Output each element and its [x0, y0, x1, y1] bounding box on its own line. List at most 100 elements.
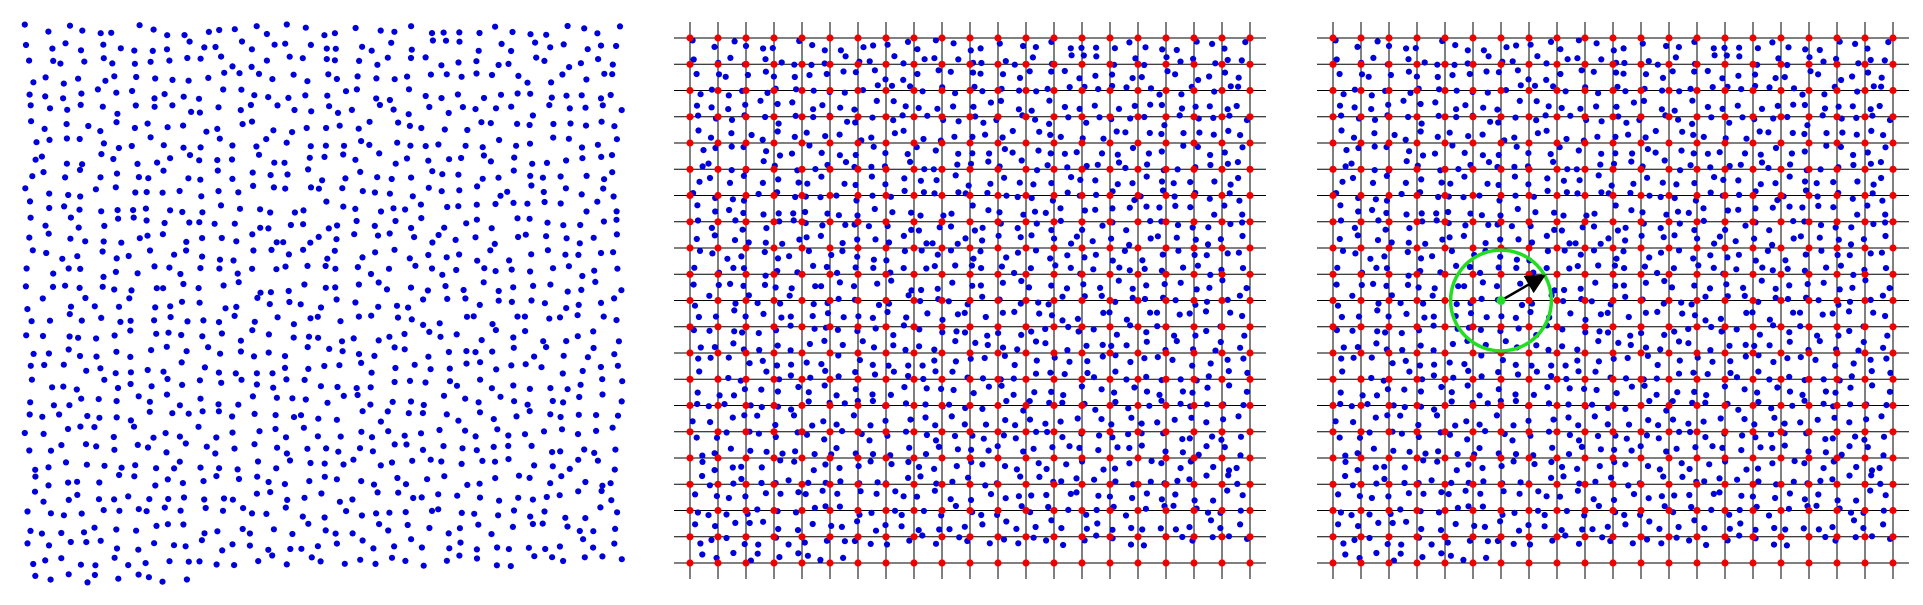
grid-node [1050, 139, 1058, 147]
sample-point [196, 157, 203, 164]
sample-point [473, 58, 480, 65]
sample-point [755, 430, 762, 437]
sample-point [45, 350, 53, 357]
sample-point [529, 160, 536, 167]
grid-node [1441, 506, 1449, 515]
sample-point [699, 458, 706, 465]
grid-node [1218, 139, 1226, 147]
sample-point [1702, 434, 1709, 441]
sample-point [273, 465, 280, 472]
sample-point [250, 182, 257, 189]
sample-point [1417, 255, 1425, 262]
sample-point [1638, 330, 1645, 337]
sample-point [385, 527, 392, 534]
grid-node [1777, 165, 1785, 173]
grid-node [798, 296, 806, 305]
sample-point [756, 346, 763, 354]
sample-point [166, 558, 173, 565]
sample-point [1880, 344, 1887, 351]
sample-point [1484, 538, 1491, 545]
sample-point [955, 56, 962, 63]
sample-point [566, 465, 573, 472]
sample-point [1765, 164, 1772, 172]
sample-point [253, 23, 260, 30]
sample-point [608, 152, 616, 159]
sample-point [892, 488, 899, 495]
sample-point [282, 434, 290, 441]
sample-point [842, 53, 849, 60]
grid-node [1218, 506, 1226, 515]
sample-point [497, 91, 505, 98]
sample-point [1429, 253, 1436, 260]
grid-node [1581, 533, 1589, 541]
sample-point [352, 24, 359, 32]
sample-point [1449, 142, 1456, 149]
grid-node [854, 533, 862, 541]
grid-node [1497, 454, 1505, 462]
sample-point [319, 177, 326, 184]
sample-point [982, 131, 989, 138]
grid-node [798, 375, 806, 383]
sample-point [100, 55, 107, 62]
sample-point [1143, 373, 1150, 380]
sample-point [1604, 309, 1611, 316]
sample-point [475, 47, 482, 54]
sample-point [73, 386, 80, 393]
sample-point [1180, 142, 1187, 149]
sample-point [984, 189, 991, 197]
sample-point [817, 556, 824, 564]
sample-point [1179, 449, 1186, 456]
grid-node [714, 559, 722, 567]
grid-node [994, 244, 1002, 252]
sample-point [1093, 506, 1100, 514]
sample-point [1065, 323, 1072, 331]
sample-point [280, 239, 287, 246]
sample-point [1737, 520, 1744, 527]
grid-node [1637, 244, 1645, 252]
sample-point [218, 379, 225, 386]
sample-point [1646, 192, 1653, 199]
sample-point [254, 458, 262, 465]
grid-node [1721, 533, 1729, 541]
sample-point [1227, 309, 1234, 316]
grid-node [1553, 454, 1561, 462]
sample-point [1063, 285, 1071, 292]
sample-point [151, 103, 158, 110]
sample-point [1802, 251, 1809, 258]
sample-point [1114, 151, 1121, 158]
sample-point [761, 281, 769, 288]
sample-point [386, 190, 393, 197]
sample-point [1172, 297, 1179, 304]
sample-point [1196, 129, 1203, 136]
sample-point [1368, 106, 1375, 113]
sample-point [692, 491, 699, 498]
sample-point [458, 154, 465, 162]
sample-point [1399, 346, 1406, 354]
sample-point [1178, 105, 1186, 112]
sample-point [65, 571, 72, 578]
sample-point [1073, 233, 1080, 240]
sample-point [724, 255, 731, 262]
sample-point [1015, 540, 1022, 547]
sample-point [1567, 112, 1574, 119]
sample-point [777, 300, 784, 307]
sample-point [1385, 313, 1392, 320]
sample-point [1064, 347, 1071, 354]
sample-point [1239, 211, 1246, 218]
sample-point [754, 550, 761, 557]
sample-point [1483, 314, 1490, 321]
sample-point [1769, 460, 1776, 467]
sample-point [1835, 236, 1842, 243]
sample-point [1354, 467, 1361, 474]
sample-point [1433, 217, 1440, 224]
sample-point [118, 464, 125, 471]
sample-point [1661, 331, 1668, 338]
grid-node [1833, 218, 1841, 226]
sample-point [491, 240, 498, 247]
sample-point [77, 193, 84, 200]
sample-point [339, 348, 346, 355]
sample-point [1622, 375, 1630, 382]
grid-node [1413, 218, 1421, 226]
sample-point [1704, 371, 1711, 378]
sample-point [1075, 328, 1082, 335]
